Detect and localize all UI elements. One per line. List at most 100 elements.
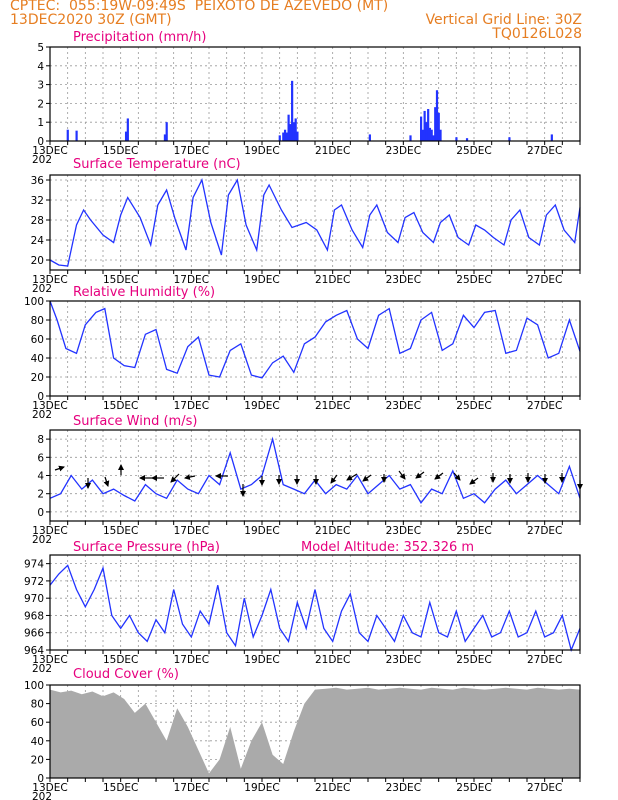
rh-xtick-label: 27DEC [527, 400, 562, 412]
precip-bar [291, 80, 294, 141]
precip-bar [435, 90, 439, 141]
pressure-ytick-label: 970 [24, 593, 44, 605]
pressure-series-line [49, 564, 581, 653]
wind-direction-arrow [330, 474, 338, 484]
precip-ytick-label: 3 [37, 80, 44, 92]
rh-title: Relative Humidity (%) [73, 285, 215, 300]
precip-bar [425, 122, 428, 141]
pressure-ytick-label: 966 [24, 628, 44, 640]
pressure-xtick-label: 27DEC [527, 654, 562, 666]
model-altitude-label: Model Altitude: 352.326 m [301, 540, 474, 555]
precip-bar [66, 129, 69, 141]
temp-ytick-label: 24 [31, 235, 45, 247]
temp-year-stub: 202 [32, 283, 52, 295]
precip-xtick-label: 19DEC [244, 145, 279, 157]
temp-xtick-label: 13DEC [32, 274, 67, 286]
temp-ytick-label: 20 [31, 255, 44, 267]
temp-xtick-label: 25DEC [456, 274, 491, 286]
wind-xtick-label: 15DEC [103, 525, 138, 537]
precip-bar [465, 138, 469, 141]
precip-bar [428, 127, 432, 141]
precip-bar [75, 130, 78, 141]
cloud-title: Cloud Cover (%) [73, 667, 179, 682]
rh-xtick-label: 13DEC [32, 400, 67, 412]
pressure-xtick-label: 19DEC [244, 654, 279, 666]
precip-ytick-label: 2 [37, 98, 44, 110]
header-grid-note: Vertical Grid Line: 30Z [425, 12, 582, 28]
wind-ytick-label: 4 [37, 471, 44, 483]
cloud-ytick-label: 100 [24, 680, 44, 692]
precip-xtick-label: 25DEC [456, 145, 491, 157]
rh-ytick-label: 80 [31, 315, 44, 327]
precip-xtick-label: 27DEC [527, 145, 562, 157]
wind-direction-arrow [415, 471, 425, 479]
rh-xtick-label: 19DEC [244, 400, 279, 412]
precip-xtick-label: 15DEC [103, 145, 138, 157]
precip-bar [437, 112, 440, 141]
precip-ytick-label: 0 [37, 136, 44, 148]
temp-series-line [49, 178, 581, 267]
precip-year-stub: 202 [32, 154, 52, 166]
precip-bar [550, 134, 553, 141]
pressure-xtick-label: 21DEC [315, 654, 350, 666]
precip-ytick-label: 5 [37, 42, 44, 54]
temp-title: Surface Temperature (nC) [73, 157, 241, 172]
rh-series-line [49, 300, 581, 379]
precip-bar [126, 118, 129, 141]
wind-direction-arrow [103, 476, 110, 487]
wind-direction-arrow [434, 472, 444, 480]
cloud-xtick-label: 19DEC [244, 782, 279, 794]
precip-bar [427, 109, 430, 141]
precip-xtick-label: 21DEC [315, 145, 350, 157]
rh-ytick-label: 40 [31, 353, 44, 365]
pressure-ytick-label: 968 [24, 610, 44, 622]
cloud-ytick-label: 0 [37, 773, 44, 785]
pressure-xtick-label: 13DEC [32, 654, 67, 666]
cloud-xtick-label: 27DEC [527, 782, 562, 794]
precip-bar [439, 129, 442, 141]
cloud-series-area [50, 687, 580, 778]
wind-ytick-label: 0 [37, 507, 44, 519]
pressure-xtick-label: 17DEC [174, 654, 209, 666]
temp-xtick-label: 17DEC [174, 274, 209, 286]
wind-xtick-label: 17DEC [174, 525, 209, 537]
rh-xtick-label: 17DEC [174, 400, 209, 412]
precip-bar [124, 131, 128, 141]
precip-bar [163, 134, 167, 141]
wind-xtick-label: 21DEC [315, 525, 350, 537]
temp-xtick-label: 21DEC [315, 274, 350, 286]
header-station: CPTEC: 055:19W-09:49S PEIXOTO DE AZEVEDO… [10, 0, 389, 14]
cloud-ytick-label: 60 [31, 717, 44, 729]
temp-xtick-label: 23DEC [386, 274, 421, 286]
temp-ytick-label: 36 [31, 175, 45, 187]
cloud-xtick-label: 17DEC [174, 782, 209, 794]
rh-xtick-label: 23DEC [386, 400, 421, 412]
precip-bar [432, 135, 435, 141]
temp-xtick-label: 27DEC [527, 274, 562, 286]
wind-year-stub: 202 [32, 534, 52, 546]
precip-bar [508, 137, 511, 141]
precip-xtick-label: 23DEC [386, 145, 421, 157]
wind-ytick-label: 8 [37, 434, 44, 446]
precip-bar [455, 137, 458, 141]
wind-direction-arrow [184, 474, 196, 480]
wind-direction-arrow [469, 477, 479, 485]
pressure-ytick-label: 974 [24, 559, 44, 571]
precip-bar [294, 118, 297, 141]
temp-ytick-label: 28 [31, 215, 44, 227]
wind-direction-arrow [346, 473, 358, 481]
cloud-xtick-label: 25DEC [456, 782, 491, 794]
precip-bar [283, 129, 287, 141]
precip-bar [296, 131, 299, 141]
pressure-ytick-label: 964 [24, 645, 44, 657]
header-model-id: TQ0126L028 [492, 26, 582, 42]
wind-title: Surface Wind (m/s) [73, 414, 197, 429]
wind-direction-arrow [362, 474, 372, 482]
wind-direction-arrow [170, 473, 180, 483]
precip-bar [421, 129, 424, 141]
precip-bar [420, 116, 423, 141]
precip-bar [278, 135, 281, 141]
precip-bar [289, 124, 292, 141]
pressure-xtick-label: 25DEC [456, 654, 491, 666]
